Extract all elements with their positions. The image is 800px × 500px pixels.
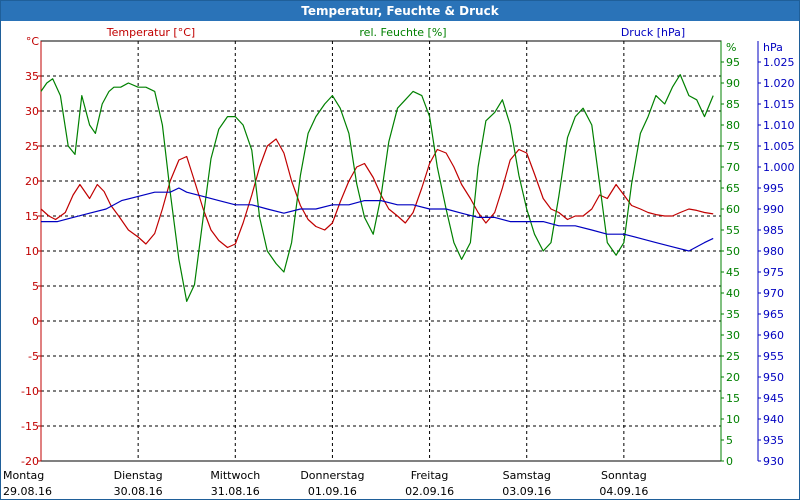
humidity-tick-label: 70 <box>726 161 740 174</box>
pressure-tick-label: 995 <box>763 182 784 195</box>
window-title: Temperatur, Feuchte & Druck <box>1 1 799 21</box>
pressure-tick-label: 945 <box>763 392 784 405</box>
pressure-tick-label: 1.010 <box>763 119 795 132</box>
humidity-tick-label: 15 <box>726 392 740 405</box>
humidity-tick-label: 80 <box>726 119 740 132</box>
pressure-tick-label: 975 <box>763 266 784 279</box>
humidity-tick-label: 40 <box>726 287 740 300</box>
humidity-tick-label: 35 <box>726 308 740 321</box>
humidity-axis-title: rel. Feuchte [%] <box>359 26 446 39</box>
pressure-tick-label: 930 <box>763 455 784 468</box>
temperature-tick-label: 10 <box>25 245 39 258</box>
x-tick-date-label: 04.09.16 <box>599 485 648 498</box>
temperature-tick-label: 25 <box>25 140 39 153</box>
x-tick-date-label: 29.08.16 <box>3 485 52 498</box>
temperature-tick-label: -20 <box>21 455 39 468</box>
humidity-tick-label: 45 <box>726 266 740 279</box>
pressure-tick-label: 980 <box>763 245 784 258</box>
pressure-unit-label: hPa <box>763 41 783 54</box>
temperature-tick-label: 35 <box>25 70 39 83</box>
x-tick-date-label: 01.09.16 <box>308 485 357 498</box>
humidity-tick-label: 55 <box>726 224 740 237</box>
x-tick-day-label: Sonntag <box>601 469 647 482</box>
x-tick-day-label: Freitag <box>411 469 449 482</box>
temperature-axis-title: Temperatur [°C] <box>106 26 195 39</box>
humidity-tick-label: 5 <box>726 434 733 447</box>
pressure-tick-label: 985 <box>763 224 784 237</box>
pressure-tick-label: 990 <box>763 203 784 216</box>
pressure-tick-label: 1.020 <box>763 77 795 90</box>
x-tick-date-label: 30.08.16 <box>114 485 163 498</box>
temperature-tick-label: 20 <box>25 175 39 188</box>
temperature-series-line <box>40 138 714 249</box>
temperature-tick-label: -10 <box>21 385 39 398</box>
humidity-tick-label: 60 <box>726 203 740 216</box>
pressure-tick-label: 970 <box>763 287 784 300</box>
x-tick-date-label: 31.08.16 <box>211 485 260 498</box>
humidity-tick-label: 95 <box>726 56 740 69</box>
humidity-tick-label: 90 <box>726 77 740 90</box>
humidity-tick-label: 10 <box>726 413 740 426</box>
pressure-tick-label: 1.015 <box>763 98 795 111</box>
humidity-tick-label: 65 <box>726 182 740 195</box>
humidity-tick-label: 85 <box>726 98 740 111</box>
temperature-tick-label: 15 <box>25 210 39 223</box>
temperature-tick-label: -15 <box>21 420 39 433</box>
x-tick-day-label: Donnerstag <box>300 469 364 482</box>
humidity-unit-label: % <box>726 41 736 54</box>
pressure-tick-label: 960 <box>763 329 784 342</box>
pressure-tick-label: 1.025 <box>763 56 795 69</box>
temperature-unit-label: °C <box>26 35 40 48</box>
x-tick-day-label: Mittwoch <box>210 469 260 482</box>
temperature-tick-label: 0 <box>32 315 39 328</box>
humidity-tick-label: 50 <box>726 245 740 258</box>
temperature-tick-label: 30 <box>25 105 39 118</box>
humidity-series-line <box>40 73 714 302</box>
pressure-tick-label: 935 <box>763 434 784 447</box>
pressure-tick-label: 1.005 <box>763 140 795 153</box>
humidity-tick-label: 30 <box>726 329 740 342</box>
x-tick-date-label: 02.09.16 <box>405 485 454 498</box>
pressure-series-line <box>41 187 714 252</box>
humidity-tick-label: 0 <box>726 455 733 468</box>
x-tick-day-label: Samstag <box>503 469 551 482</box>
pressure-tick-label: 1.000 <box>763 161 795 174</box>
pressure-tick-label: 965 <box>763 308 784 321</box>
temperature-tick-label: 5 <box>32 280 39 293</box>
x-tick-date-label: 03.09.16 <box>502 485 551 498</box>
humidity-tick-label: 75 <box>726 140 740 153</box>
pressure-axis-title: Druck [hPa] <box>621 26 685 39</box>
x-tick-day-label: Dienstag <box>114 469 163 482</box>
pressure-tick-label: 950 <box>763 371 784 384</box>
humidity-tick-label: 20 <box>726 371 740 384</box>
temperature-tick-label: -5 <box>28 350 39 363</box>
pressure-tick-label: 955 <box>763 350 784 363</box>
x-tick-day-label: Montag <box>3 469 44 482</box>
pressure-tick-label: 940 <box>763 413 784 426</box>
humidity-tick-label: 25 <box>726 350 740 363</box>
